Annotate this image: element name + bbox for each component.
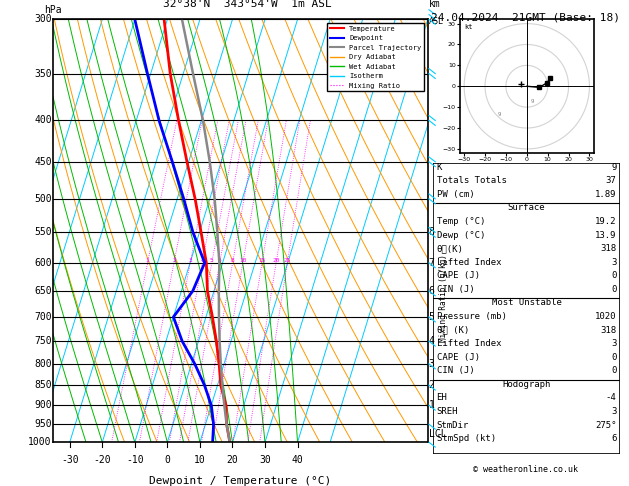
Text: 450: 450 — [34, 157, 52, 167]
Text: θᴄ(K): θᴄ(K) — [437, 244, 464, 253]
Text: Temp (°C): Temp (°C) — [437, 217, 485, 226]
Text: 10: 10 — [239, 258, 247, 263]
Text: 3: 3 — [611, 407, 616, 416]
Text: 20: 20 — [272, 258, 280, 263]
Text: 40: 40 — [292, 455, 303, 465]
Text: θᴄ (K): θᴄ (K) — [437, 326, 469, 334]
Text: 2: 2 — [172, 258, 176, 263]
Text: 5: 5 — [429, 312, 435, 322]
Text: Dewpoint / Temperature (°C): Dewpoint / Temperature (°C) — [150, 476, 331, 486]
Text: CIN (J): CIN (J) — [437, 366, 474, 375]
Text: 2: 2 — [429, 380, 435, 390]
Text: K: K — [437, 163, 442, 172]
Text: 19.2: 19.2 — [595, 217, 616, 226]
Text: 1000: 1000 — [28, 437, 52, 447]
Text: km: km — [429, 0, 440, 9]
Text: 0: 0 — [611, 285, 616, 294]
Text: 37: 37 — [606, 176, 616, 185]
Text: 9: 9 — [531, 99, 534, 104]
Text: 850: 850 — [34, 380, 52, 390]
Text: EH: EH — [437, 393, 447, 402]
Text: 0: 0 — [611, 353, 616, 362]
Text: StmSpd (kt): StmSpd (kt) — [437, 434, 496, 443]
Legend: Temperature, Dewpoint, Parcel Trajectory, Dry Adiabat, Wet Adiabat, Isotherm, Mi: Temperature, Dewpoint, Parcel Trajectory… — [327, 23, 424, 91]
Text: Lifted Index: Lifted Index — [437, 339, 501, 348]
Text: 6: 6 — [429, 286, 435, 296]
Text: 600: 600 — [34, 258, 52, 268]
Text: 7: 7 — [429, 258, 435, 268]
Text: 300: 300 — [34, 15, 52, 24]
Text: -20: -20 — [94, 455, 111, 465]
Text: 24.04.2024  21GMT (Base: 18): 24.04.2024 21GMT (Base: 18) — [431, 12, 620, 22]
Text: Dewp (°C): Dewp (°C) — [437, 231, 485, 240]
Text: 900: 900 — [34, 400, 52, 410]
Text: 0: 0 — [164, 455, 170, 465]
Text: 8: 8 — [231, 258, 235, 263]
Text: 400: 400 — [34, 116, 52, 125]
Text: 32°38'N  343°54'W  1m ASL: 32°38'N 343°54'W 1m ASL — [163, 0, 331, 9]
Text: 800: 800 — [34, 359, 52, 369]
Text: 13.9: 13.9 — [595, 231, 616, 240]
Text: 1: 1 — [429, 400, 435, 410]
Text: SREH: SREH — [437, 407, 458, 416]
Text: 6: 6 — [611, 434, 616, 443]
Text: 4: 4 — [201, 258, 204, 263]
Text: 275°: 275° — [595, 420, 616, 430]
Text: 1020: 1020 — [595, 312, 616, 321]
Text: kt: kt — [464, 24, 472, 30]
Text: CAPE (J): CAPE (J) — [437, 271, 479, 280]
Text: ASL: ASL — [429, 17, 443, 26]
Text: 350: 350 — [34, 69, 52, 79]
Text: Surface: Surface — [508, 204, 545, 212]
Text: 318: 318 — [600, 244, 616, 253]
Text: Hodograph: Hodograph — [503, 380, 550, 389]
Text: 500: 500 — [34, 194, 52, 204]
Text: CIN (J): CIN (J) — [437, 285, 474, 294]
Text: LCL: LCL — [429, 429, 447, 439]
Text: 4: 4 — [429, 336, 435, 346]
Text: CAPE (J): CAPE (J) — [437, 353, 479, 362]
Text: hPa: hPa — [43, 5, 61, 15]
Text: 3: 3 — [188, 258, 192, 263]
Text: Lifted Index: Lifted Index — [437, 258, 501, 267]
Text: 3: 3 — [611, 258, 616, 267]
Text: Mixing Ratio (g/kg): Mixing Ratio (g/kg) — [439, 254, 448, 342]
Text: Pressure (mb): Pressure (mb) — [437, 312, 506, 321]
Text: 15: 15 — [259, 258, 266, 263]
Text: 10: 10 — [194, 455, 206, 465]
Text: 1.89: 1.89 — [595, 190, 616, 199]
Text: Most Unstable: Most Unstable — [491, 298, 562, 308]
Text: 550: 550 — [34, 227, 52, 237]
Text: 750: 750 — [34, 336, 52, 346]
Text: 700: 700 — [34, 312, 52, 322]
Text: 650: 650 — [34, 286, 52, 296]
Text: 9: 9 — [498, 111, 501, 117]
Text: 30: 30 — [259, 455, 271, 465]
Text: 9: 9 — [611, 163, 616, 172]
Text: StmDir: StmDir — [437, 420, 469, 430]
Text: 0: 0 — [611, 366, 616, 375]
Text: © weatheronline.co.uk: © weatheronline.co.uk — [473, 465, 577, 474]
Text: 318: 318 — [600, 326, 616, 334]
Text: PW (cm): PW (cm) — [437, 190, 474, 199]
Text: 5: 5 — [210, 258, 214, 263]
Text: 6: 6 — [218, 258, 221, 263]
Text: 20: 20 — [226, 455, 238, 465]
Text: -10: -10 — [126, 455, 143, 465]
Text: -4: -4 — [606, 393, 616, 402]
Text: Totals Totals: Totals Totals — [437, 176, 506, 185]
Text: 1: 1 — [146, 258, 150, 263]
Text: 950: 950 — [34, 419, 52, 429]
Text: -30: -30 — [61, 455, 79, 465]
Text: 0: 0 — [611, 271, 616, 280]
Text: 3: 3 — [611, 339, 616, 348]
Text: 8: 8 — [429, 227, 435, 237]
Text: 3: 3 — [429, 359, 435, 369]
Text: 25: 25 — [284, 258, 291, 263]
